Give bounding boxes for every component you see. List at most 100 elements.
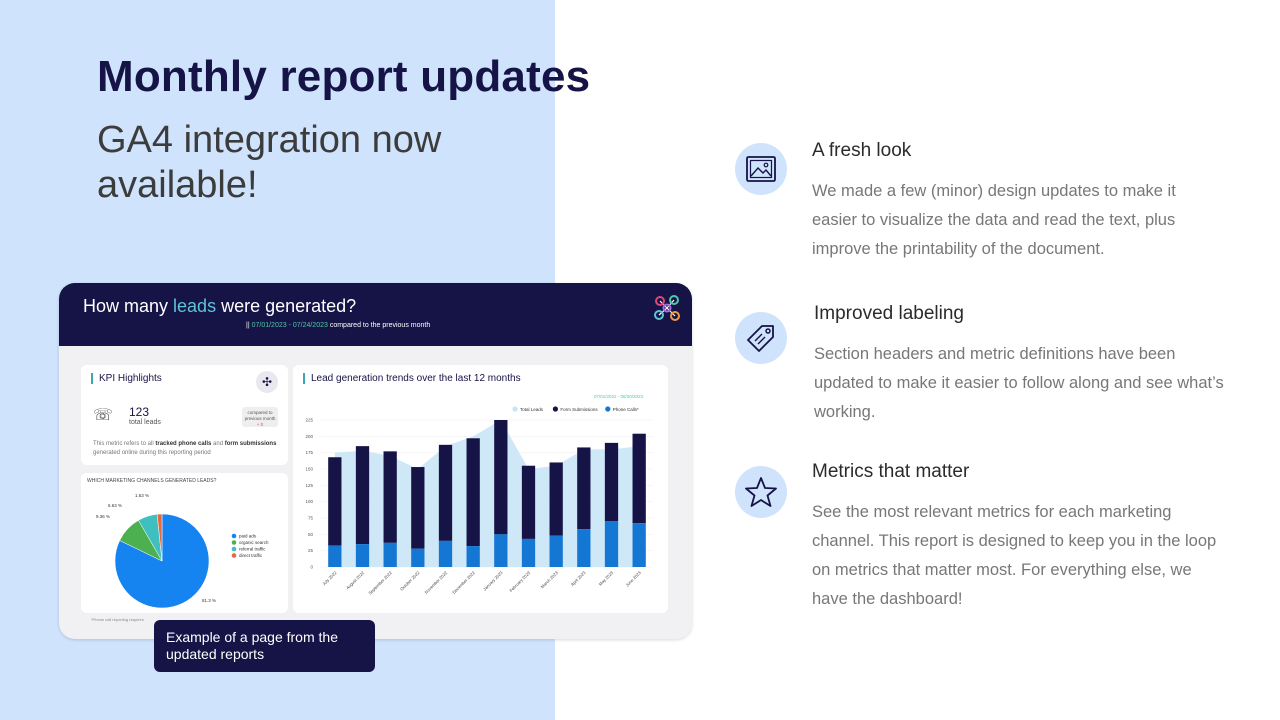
y-tick-label: 175 <box>305 450 313 455</box>
kpi-compare-label: compared to previous month <box>244 410 276 421</box>
pie-legend-swatch <box>231 553 237 558</box>
kpi-unit: total leads <box>129 419 161 426</box>
y-tick-label: 200 <box>305 434 313 439</box>
pie-legend-label: paid ads <box>239 534 257 539</box>
x-tick-label: July 2022 <box>321 570 338 587</box>
legend-swatch <box>605 406 611 412</box>
pie-value-label: 6.63 % <box>108 503 122 508</box>
lead-trend-chart: 07/01/2022 - 06/30/2023 Total Leads Form S… <box>305 394 653 596</box>
report-date-suffix: compared to the previous month <box>327 322 431 329</box>
report-title-highlight: leads <box>173 296 217 316</box>
bar-form-submissions <box>411 467 425 549</box>
feature-description: Section headers and metric definitions h… <box>814 345 1224 421</box>
x-tick-label: January 2023 <box>482 570 504 592</box>
pie-legend-swatch <box>231 540 237 545</box>
star-icon <box>735 466 787 518</box>
bar-form-submissions <box>577 447 591 530</box>
kpi-heading: KPI Highlights <box>91 373 162 384</box>
x-tick-label: November 2022 <box>424 570 449 595</box>
bar-phone-calls <box>577 529 591 567</box>
legend-label: Phone Calls* <box>613 407 639 412</box>
bar-phone-calls <box>549 535 563 567</box>
pie-legend-label: direct traffic <box>239 553 263 558</box>
bar-phone-calls <box>328 545 342 567</box>
x-tick-label: August 2022 <box>345 570 366 591</box>
bar-form-submissions <box>466 438 480 547</box>
feature-title: A fresh look <box>812 140 912 161</box>
legend-label: Form Submissions <box>560 407 598 412</box>
bar-form-submissions <box>438 444 453 541</box>
report-date-range: || 07/01/2023 - 07/24/2023 compared to t… <box>246 322 431 329</box>
y-tick-label: 150 <box>305 467 313 472</box>
y-tick-label: 225 <box>305 418 313 423</box>
phone-icon: ☏ <box>93 407 114 424</box>
feature-title: Improved labeling <box>814 303 964 324</box>
x-tick-label: December 2022 <box>451 570 476 595</box>
y-tick-label: 50 <box>308 532 314 537</box>
report-preview: How many leads were generated? || 07/01/… <box>59 283 692 639</box>
bar-phone-calls <box>438 540 453 567</box>
y-tick-label: 75 <box>308 516 314 521</box>
kpi-note-bold-1: tracked phone calls <box>155 441 212 447</box>
y-tick-label: 100 <box>305 499 313 504</box>
x-tick-label: April 2023 <box>570 570 587 587</box>
pie-legend-swatch <box>231 546 237 552</box>
kpi-note-bold-2: form submissions <box>224 441 277 447</box>
x-tick-label: May 2023 <box>598 570 615 587</box>
bar-form-submissions <box>549 462 563 536</box>
legend-item: Total Leads <box>512 406 544 412</box>
pie-heading: WHICH MARKETING CHANNELS GENERATED LEADS… <box>87 478 217 484</box>
feature-description: See the most relevant metrics for each m… <box>812 503 1217 608</box>
x-tick-label: February 2023 <box>508 570 531 593</box>
lead-trend-panel: Lead generation trends over the last 12 … <box>293 365 668 613</box>
report-title-suffix: were generated? <box>216 296 357 316</box>
channels-pie-panel: WHICH MARKETING CHANNELS GENERATED LEADS… <box>81 473 288 613</box>
preview-caption: Example of a page from the updated repor… <box>154 620 375 672</box>
legend-swatch <box>512 406 518 412</box>
tag-icon <box>735 312 787 364</box>
bar-phone-calls <box>632 523 646 567</box>
bar-form-submissions <box>632 433 646 524</box>
report-title-prefix: How many <box>83 296 174 316</box>
network-icon: ✣ <box>256 371 278 393</box>
y-tick-label: 25 <box>308 548 314 553</box>
pie-slice <box>156 513 163 562</box>
report-footnote: *Phone call reporting requires <box>91 617 144 622</box>
bar-form-submissions <box>383 451 397 543</box>
bar-phone-calls <box>494 534 508 567</box>
kpi-note-prefix: This metric refers to all <box>93 441 156 447</box>
y-tick-label: 0 <box>310 565 313 570</box>
pie-legend-swatch <box>231 533 237 539</box>
trend-heading: Lead generation trends over the last 12 … <box>303 373 521 384</box>
legend-swatch <box>552 406 558 412</box>
report-header: How many leads were generated? || 07/01/… <box>59 283 692 346</box>
kpi-highlights-panel: KPI Highlights ✣ ☏ 123 total leads compa… <box>81 365 288 465</box>
legend-item: Phone Calls* <box>605 406 639 412</box>
bar-form-submissions <box>355 446 370 545</box>
bar-phone-calls <box>355 544 370 567</box>
total-leads-area <box>334 420 640 567</box>
slide-title: Monthly report updates <box>97 52 591 101</box>
pie-value-label: 1.63 % <box>135 493 149 498</box>
bar-form-submissions <box>494 420 508 535</box>
bar-form-submissions <box>521 465 536 539</box>
kpi-note: This metric refers to all tracked phone … <box>93 440 283 458</box>
feature-title: Metrics that matter <box>812 461 970 482</box>
bar-form-submissions <box>604 442 619 522</box>
slide-subtitle: GA4 integration now available! <box>97 119 442 206</box>
bar-form-submissions <box>328 457 342 546</box>
report-date-value: 07/01/2023 - 07/24/2023 <box>251 322 328 329</box>
kpi-note-suffix: generated online during this reporting p… <box>93 450 211 456</box>
report-header-title: How many leads were generated? <box>83 296 356 317</box>
kpi-compare-badge: compared to previous month + 0 <box>242 407 278 427</box>
bar-phone-calls <box>411 548 425 567</box>
x-tick-label: June 2023 <box>625 570 643 588</box>
pie-legend-label: referral traffic <box>239 547 266 552</box>
legend-item: Form Submissions <box>552 406 598 412</box>
bar-phone-calls <box>604 521 619 567</box>
kpi-note-mid: and <box>211 441 225 447</box>
bar-phone-calls <box>521 538 536 567</box>
y-tick-label: 125 <box>305 483 313 488</box>
bar-phone-calls <box>466 546 480 567</box>
kpi-compare-value: + 0 <box>256 422 264 427</box>
